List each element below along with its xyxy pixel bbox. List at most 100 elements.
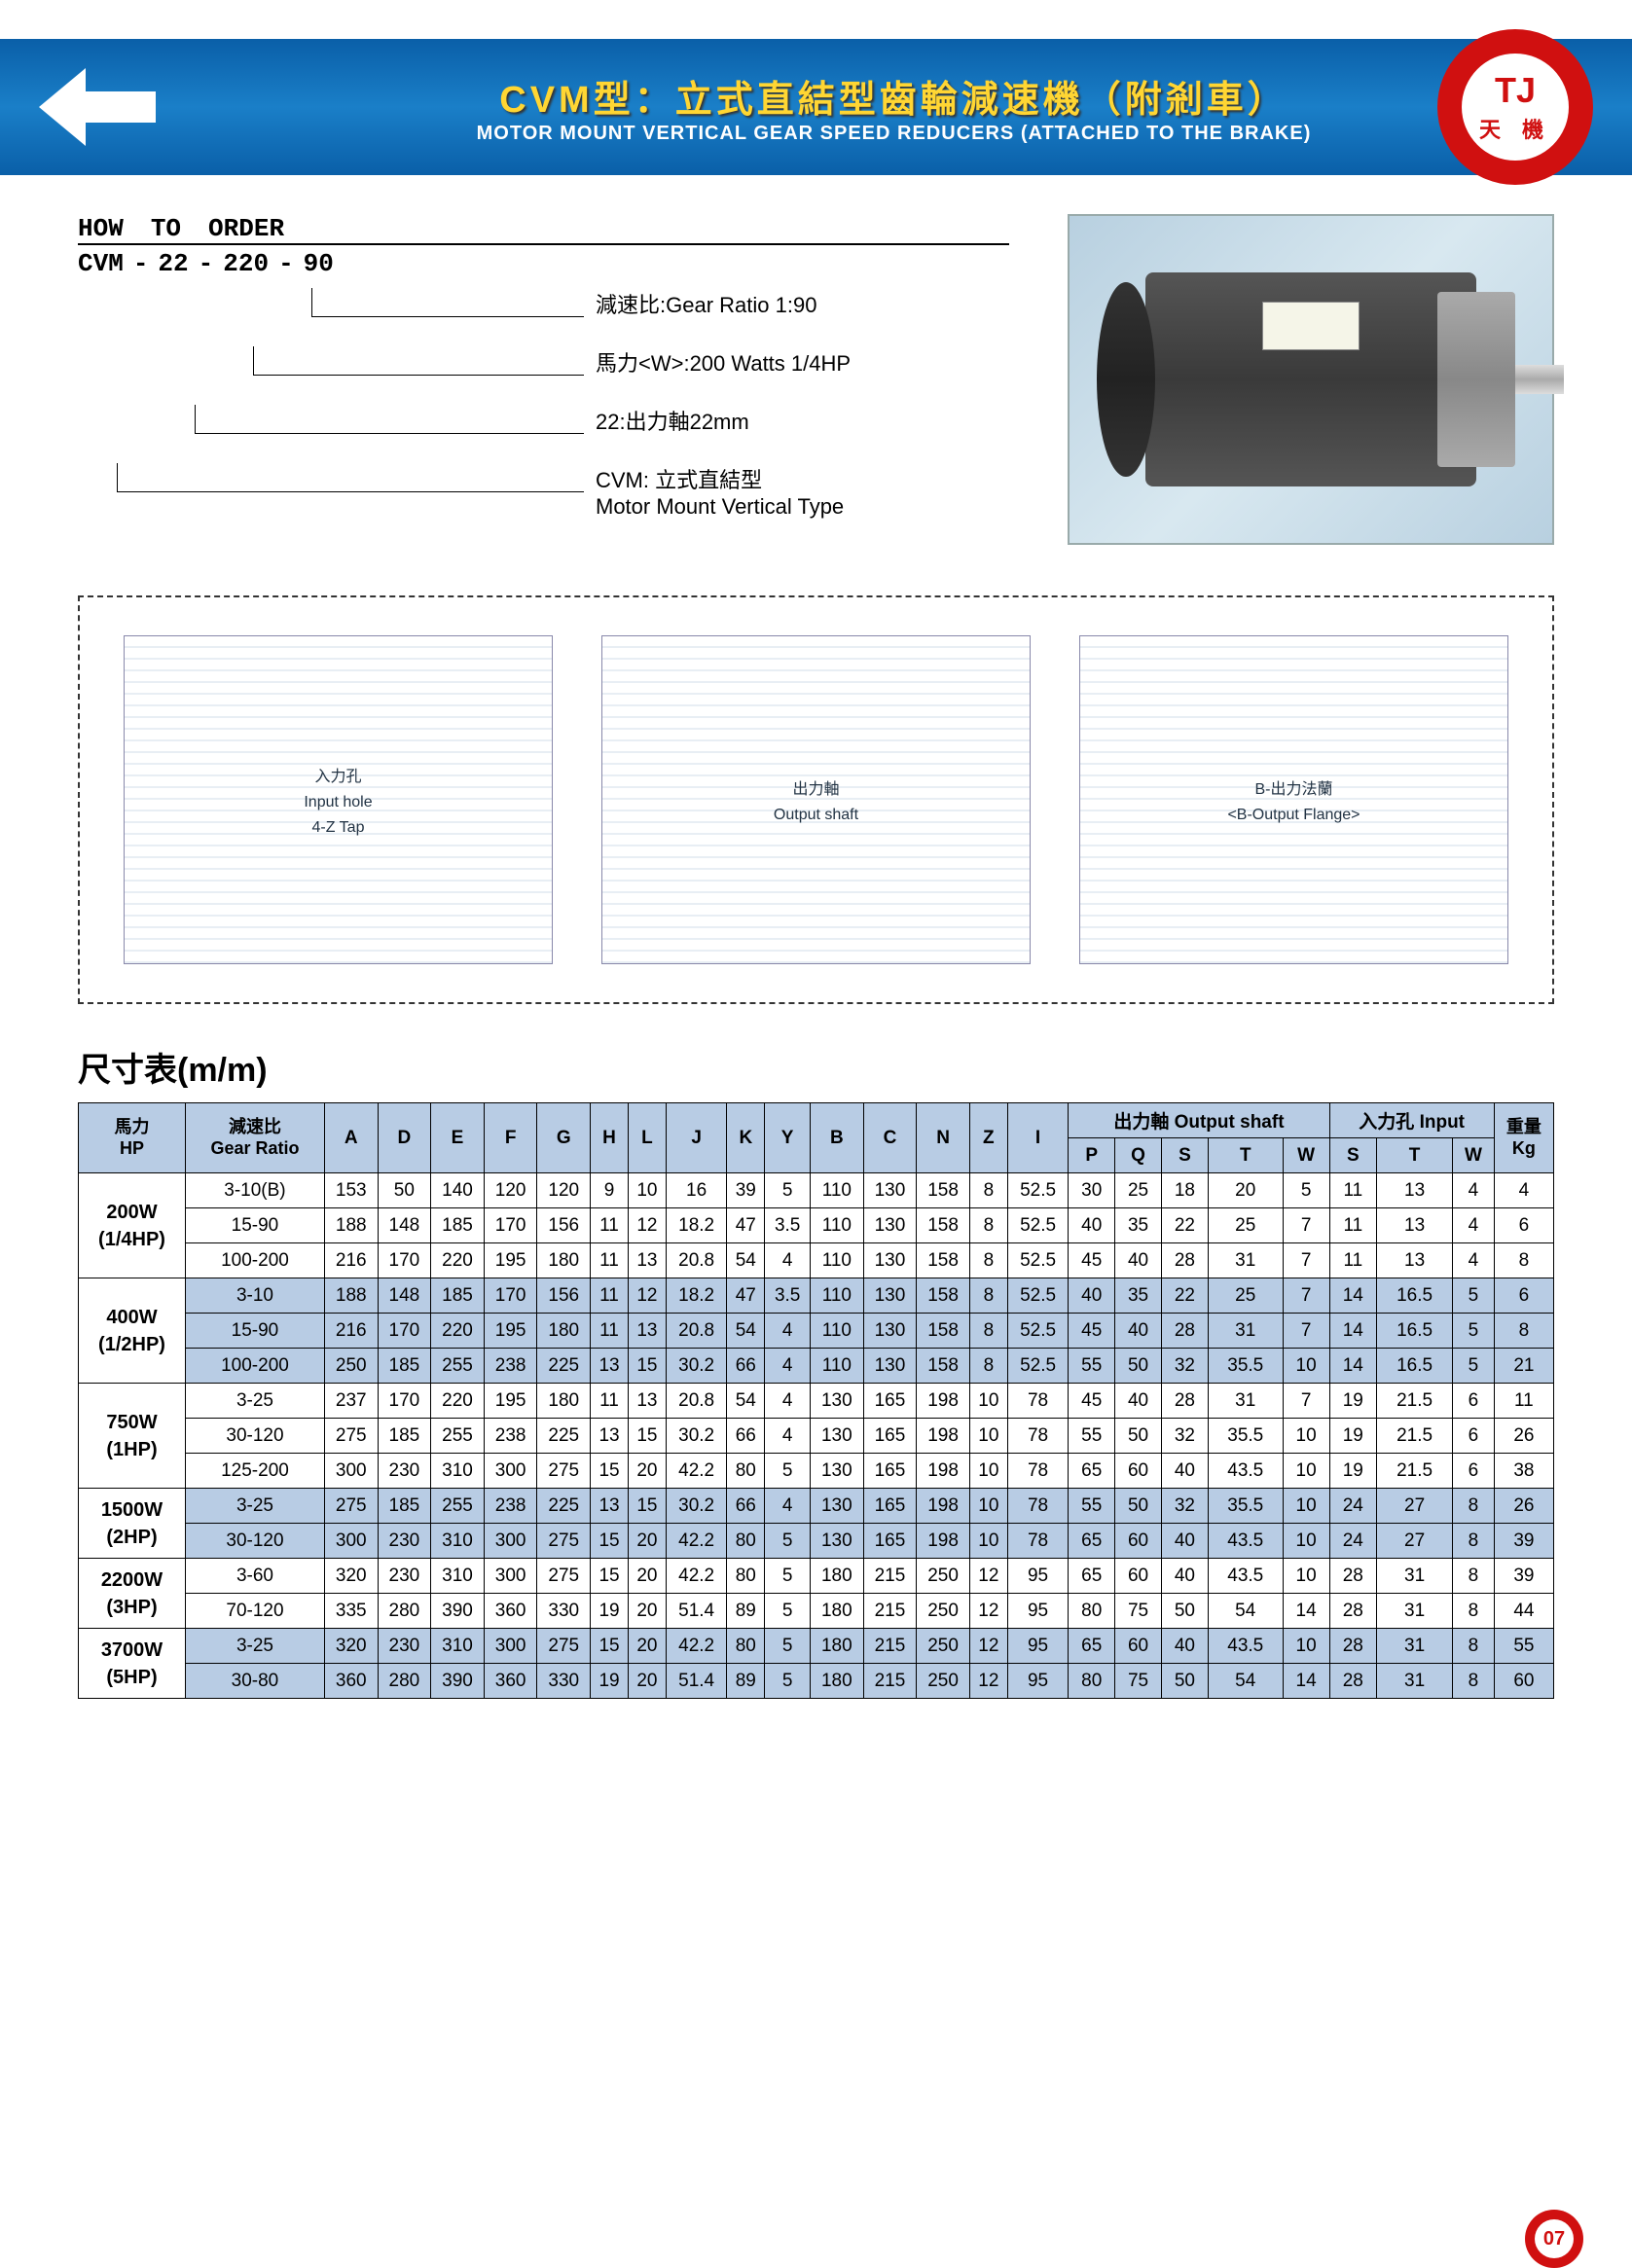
value-cell: 215 xyxy=(863,1559,917,1594)
value-cell: 390 xyxy=(431,1664,485,1699)
value-cell: 89 xyxy=(727,1594,765,1629)
value-cell: 13 xyxy=(1377,1173,1453,1208)
value-cell: 21.5 xyxy=(1377,1384,1453,1419)
value-cell: 60 xyxy=(1115,1629,1162,1664)
table-row: 3700W(5HP)3-25320230310300275152042.2805… xyxy=(79,1629,1554,1664)
value-cell: 13 xyxy=(591,1349,629,1384)
value-cell: 170 xyxy=(378,1314,431,1349)
value-cell: 31 xyxy=(1377,1629,1453,1664)
value-cell: 27 xyxy=(1377,1524,1453,1559)
value-cell: 310 xyxy=(431,1524,485,1559)
col-iw: W xyxy=(1453,1138,1495,1173)
hp-cell: 750W(1HP) xyxy=(79,1384,186,1489)
order-label-type-en: Motor Mount Vertical Type xyxy=(596,494,844,520)
value-cell: 130 xyxy=(863,1314,917,1349)
value-cell: 195 xyxy=(484,1314,537,1349)
table-row: 15-90216170220195180111320.8544110130158… xyxy=(79,1314,1554,1349)
value-cell: 39 xyxy=(1494,1559,1553,1594)
value-cell: 10 xyxy=(1283,1419,1329,1454)
col-is: S xyxy=(1329,1138,1377,1173)
col-input-group: 入力孔 Input xyxy=(1329,1103,1494,1138)
value-cell: 14 xyxy=(1329,1349,1377,1384)
value-cell: 238 xyxy=(484,1349,537,1384)
input-hole-en: Input hole xyxy=(304,794,372,811)
value-cell: 12 xyxy=(628,1278,666,1314)
value-cell: 156 xyxy=(537,1278,591,1314)
value-cell: 13 xyxy=(628,1314,666,1349)
value-cell: 110 xyxy=(811,1243,864,1278)
table-row: 15-90188148185170156111218.2473.51101301… xyxy=(79,1208,1554,1243)
value-cell: 43.5 xyxy=(1208,1629,1283,1664)
value-cell: 5 xyxy=(765,1629,811,1664)
value-cell: 4 xyxy=(765,1489,811,1524)
value-cell: 18.2 xyxy=(666,1278,726,1314)
value-cell: 18 xyxy=(1161,1173,1208,1208)
value-cell: 5 xyxy=(765,1524,811,1559)
value-cell: 238 xyxy=(484,1419,537,1454)
value-cell: 5 xyxy=(1453,1314,1495,1349)
title-cn: CVM型：立式直結型齒輪減速機（附剎車） xyxy=(156,69,1632,123)
value-cell: 50 xyxy=(1115,1489,1162,1524)
value-cell: 6 xyxy=(1453,1419,1495,1454)
value-cell: 78 xyxy=(1007,1524,1068,1559)
value-cell: 40 xyxy=(1161,1629,1208,1664)
value-cell: 198 xyxy=(917,1419,970,1454)
value-cell: 165 xyxy=(863,1419,917,1454)
value-cell: 130 xyxy=(811,1419,864,1454)
value-cell: 140 xyxy=(431,1173,485,1208)
value-cell: 78 xyxy=(1007,1454,1068,1489)
table-row: 2200W(3HP)3-60320230310300275152042.2805… xyxy=(79,1559,1554,1594)
value-cell: 95 xyxy=(1007,1629,1068,1664)
value-cell: 13 xyxy=(628,1384,666,1419)
value-cell: 8 xyxy=(1453,1559,1495,1594)
value-cell: 54 xyxy=(1208,1664,1283,1699)
value-cell: 54 xyxy=(1208,1594,1283,1629)
b-flange-cn: B-出力法蘭 xyxy=(1254,775,1332,799)
value-cell: 7 xyxy=(1283,1278,1329,1314)
value-cell: 158 xyxy=(917,1314,970,1349)
value-cell: 158 xyxy=(917,1173,970,1208)
value-cell: 156 xyxy=(537,1208,591,1243)
code-22: 22 xyxy=(158,249,188,278)
value-cell: 20 xyxy=(628,1524,666,1559)
value-cell: 4 xyxy=(765,1384,811,1419)
value-cell: 42.2 xyxy=(666,1524,726,1559)
value-cell: 14 xyxy=(1283,1594,1329,1629)
value-cell: 180 xyxy=(537,1384,591,1419)
value-cell: 216 xyxy=(324,1243,378,1278)
value-cell: 180 xyxy=(537,1243,591,1278)
value-cell: 19 xyxy=(591,1664,629,1699)
value-cell: 35.5 xyxy=(1208,1489,1283,1524)
weight-cn: 重量 xyxy=(1497,1117,1551,1138)
input-hole-cn: 入力孔 xyxy=(314,763,361,786)
value-cell: 40 xyxy=(1069,1278,1115,1314)
value-cell: 20.8 xyxy=(666,1314,726,1349)
value-cell: 280 xyxy=(378,1594,431,1629)
value-cell: 22 xyxy=(1161,1208,1208,1243)
value-cell: 110 xyxy=(811,1208,864,1243)
value-cell: 110 xyxy=(811,1349,864,1384)
value-cell: 275 xyxy=(537,1524,591,1559)
code-dash: - xyxy=(199,249,214,278)
value-cell: 43.5 xyxy=(1208,1559,1283,1594)
value-cell: 188 xyxy=(324,1278,378,1314)
value-cell: 6 xyxy=(1453,1454,1495,1489)
title-en: MOTOR MOUNT VERTICAL GEAR SPEED REDUCERS… xyxy=(156,123,1632,145)
value-cell: 11 xyxy=(1329,1173,1377,1208)
page-number: 07 xyxy=(1535,2219,1574,2258)
value-cell: 13 xyxy=(1377,1208,1453,1243)
value-cell: 95 xyxy=(1007,1559,1068,1594)
value-cell: 60 xyxy=(1115,1559,1162,1594)
value-cell: 25 xyxy=(1115,1173,1162,1208)
value-cell: 10 xyxy=(1283,1349,1329,1384)
order-diagram: HOW TO ORDER CVM - 22 - 220 - 90 減速比:Ge xyxy=(78,214,1009,547)
value-cell: 78 xyxy=(1007,1489,1068,1524)
value-cell: 153 xyxy=(324,1173,378,1208)
value-cell: 110 xyxy=(811,1173,864,1208)
value-cell: 11 xyxy=(1494,1384,1553,1419)
value-cell: 20 xyxy=(628,1664,666,1699)
col-p: P xyxy=(1069,1138,1115,1173)
value-cell: 8 xyxy=(969,1208,1007,1243)
value-cell: 170 xyxy=(484,1278,537,1314)
value-cell: 170 xyxy=(378,1243,431,1278)
